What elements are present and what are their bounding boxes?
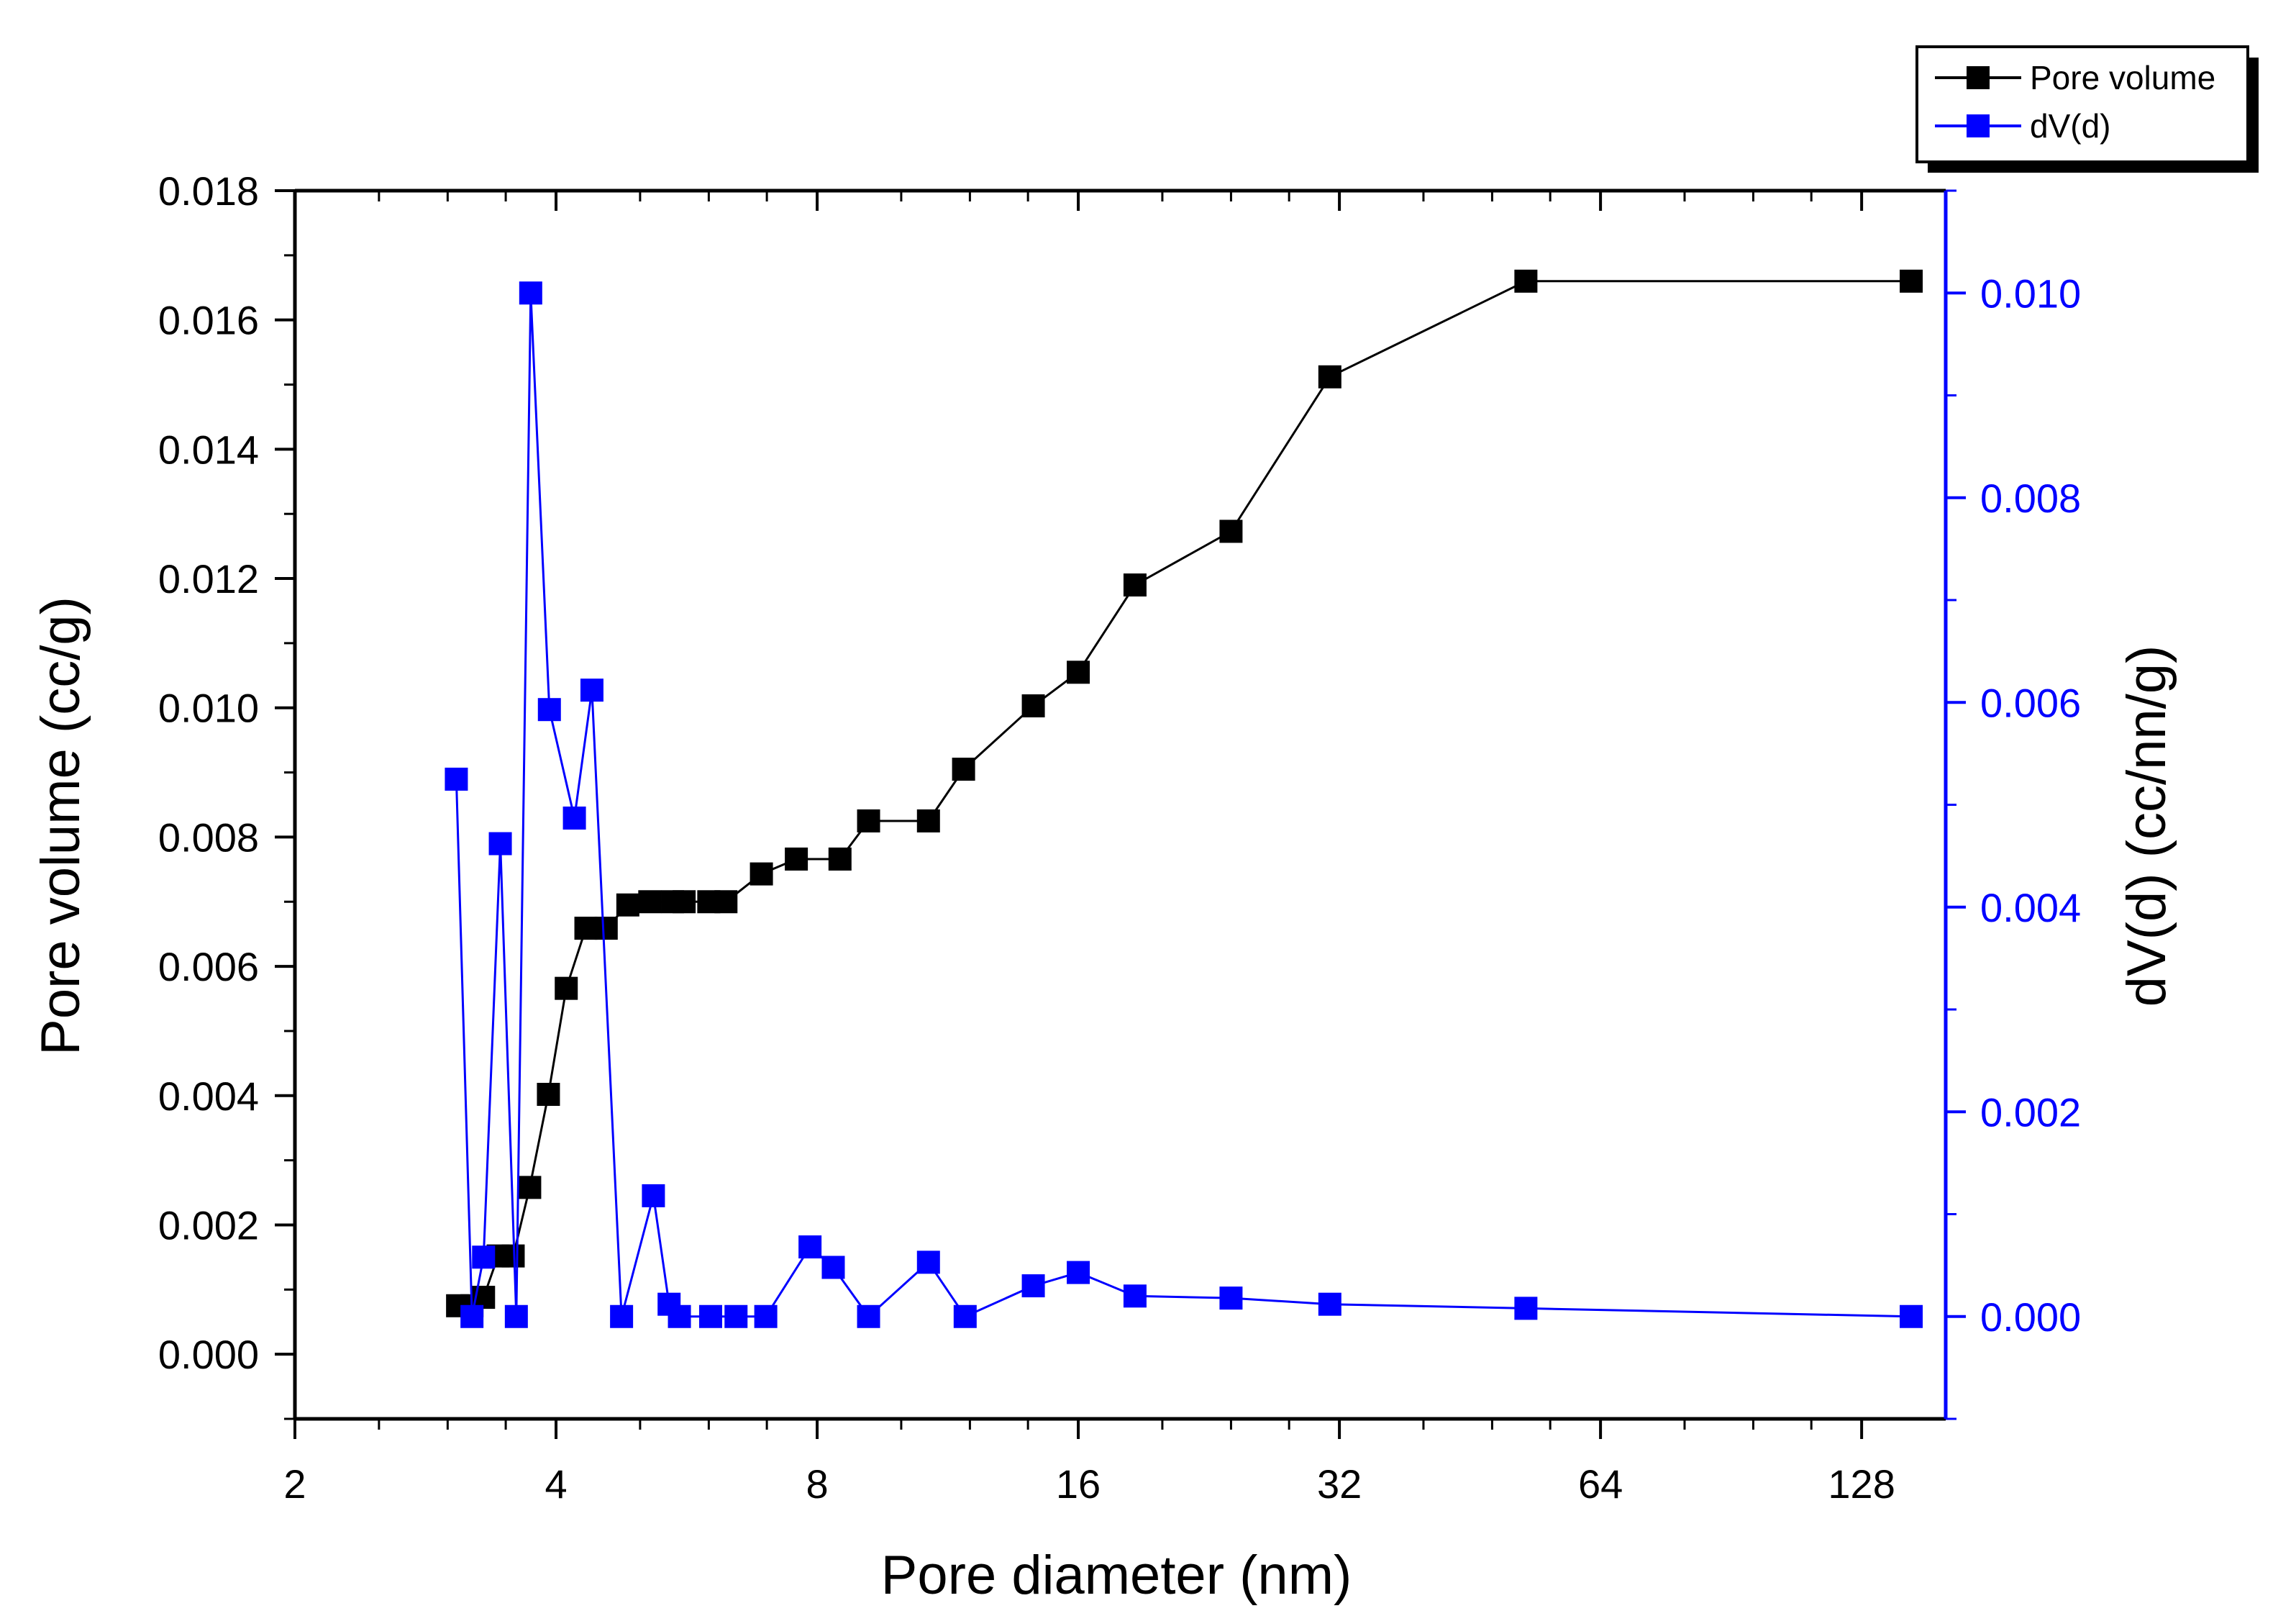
data-point-pore-volume xyxy=(750,862,773,886)
data-point-pore-volume xyxy=(952,758,975,781)
y-left-tick-label: 0.016 xyxy=(158,298,259,343)
y-right-tick-label: 0.002 xyxy=(1980,1089,2081,1135)
data-point-pore-volume xyxy=(638,890,662,914)
y-axis-title-right: dV(d) (cc/nn/g) xyxy=(2116,645,2177,1007)
data-point-pore-volume xyxy=(616,893,639,917)
data-point-pore-volume xyxy=(1021,694,1045,718)
y-axis-title-left: Pore volume (cc/g) xyxy=(30,596,91,1056)
data-point-dvd xyxy=(1219,1286,1243,1310)
data-point-dvd xyxy=(562,806,586,830)
x-tick-label: 64 xyxy=(1578,1461,1623,1507)
data-point-pore-volume xyxy=(1318,365,1341,389)
y-right-tick-label: 0.008 xyxy=(1980,476,2081,521)
data-point-dvd xyxy=(460,1304,484,1328)
x-tick-label: 16 xyxy=(1056,1461,1101,1507)
legend-marker-pore-volume xyxy=(1967,66,1990,89)
data-point-dvd xyxy=(953,1304,977,1328)
data-point-dvd xyxy=(472,1245,496,1269)
data-point-pore-volume xyxy=(574,917,598,940)
data-point-dvd xyxy=(610,1304,634,1328)
data-point-dvd xyxy=(857,1304,880,1328)
y-left-tick-label: 0.002 xyxy=(158,1202,259,1248)
legend-label-pore-volume: Pore volume xyxy=(2030,59,2215,96)
y-right-tick-label: 0.006 xyxy=(1980,680,2081,725)
data-point-dvd xyxy=(798,1235,822,1259)
data-point-pore-volume xyxy=(1123,573,1147,597)
x-tick-label: 8 xyxy=(806,1461,828,1507)
data-point-pore-volume xyxy=(785,847,808,871)
data-point-dvd xyxy=(754,1304,778,1328)
data-point-dvd xyxy=(1021,1274,1045,1298)
data-point-dvd xyxy=(724,1304,748,1328)
data-point-dvd xyxy=(580,678,603,702)
data-point-pore-volume xyxy=(518,1176,542,1199)
data-point-dvd xyxy=(916,1250,940,1274)
data-point-dvd xyxy=(698,1304,722,1328)
data-point-pore-volume xyxy=(857,809,880,832)
axes: 2 4 8 16 32 64 128 0.000 0.002 0.004 0.006 0.008 0.0… xyxy=(158,168,2081,1507)
data-point-dvd xyxy=(642,1184,665,1207)
data-point-dvd xyxy=(1318,1292,1341,1316)
y-right-tick-label: 0.000 xyxy=(1980,1294,2081,1340)
legend-marker-dvd xyxy=(1967,114,1990,137)
data-point-pore-volume xyxy=(1219,519,1243,543)
data-point-dvd xyxy=(537,698,561,722)
data-point-dvd xyxy=(821,1256,845,1279)
data-point-pore-volume xyxy=(1067,661,1090,684)
y-left-tick-label: 0.012 xyxy=(158,556,259,602)
y-left-tick-label: 0.014 xyxy=(158,427,259,472)
data-point-dvd xyxy=(488,832,512,855)
y-left-tick-label: 0.004 xyxy=(158,1073,259,1119)
series-line-dvd xyxy=(455,293,1912,1319)
data-point-dvd xyxy=(668,1304,691,1328)
data-point-pore-volume xyxy=(537,1082,560,1106)
data-point-pore-volume xyxy=(1900,269,1923,293)
plot-series xyxy=(445,269,1923,1328)
y-right-tick-label: 0.010 xyxy=(1980,271,2081,316)
data-point-pore-volume xyxy=(916,809,940,832)
x-tick-label: 128 xyxy=(1828,1461,1895,1507)
axis-titles: Pore diameter (nm) Pore volume (cc/g) dV… xyxy=(30,596,2177,1606)
y-left-tick-label: 0.008 xyxy=(158,814,259,860)
data-point-dvd xyxy=(1514,1297,1538,1320)
y-right-tick-label: 0.004 xyxy=(1980,885,2081,930)
data-point-pore-volume xyxy=(1514,269,1538,293)
x-tick-label: 32 xyxy=(1317,1461,1362,1507)
data-point-dvd xyxy=(519,281,542,305)
data-point-dvd xyxy=(1900,1304,1923,1328)
data-point-dvd xyxy=(504,1304,528,1328)
data-point-pore-volume xyxy=(555,976,578,1000)
x-tick-label: 4 xyxy=(545,1461,567,1507)
data-point-pore-volume xyxy=(828,847,852,871)
data-point-dvd xyxy=(1067,1261,1090,1284)
legend-box xyxy=(1915,45,2249,163)
data-point-pore-volume xyxy=(594,917,618,940)
data-point-pore-volume xyxy=(673,890,696,914)
legend-label-dvd: dV(d) xyxy=(2030,107,2110,145)
data-point-pore-volume xyxy=(714,890,738,914)
data-point-dvd xyxy=(1123,1284,1147,1308)
legend: Pore volume dV(d) xyxy=(1915,45,2259,173)
x-tick-label: 2 xyxy=(283,1461,306,1507)
y-left-tick-label: 0.010 xyxy=(158,686,259,731)
y-left-tick-label: 0.000 xyxy=(158,1332,259,1377)
data-point-dvd xyxy=(445,767,468,791)
x-axis-title: Pore diameter (nm) xyxy=(881,1545,1352,1606)
y-left-tick-label: 0.018 xyxy=(158,168,259,214)
y-left-tick-label: 0.006 xyxy=(158,944,259,989)
